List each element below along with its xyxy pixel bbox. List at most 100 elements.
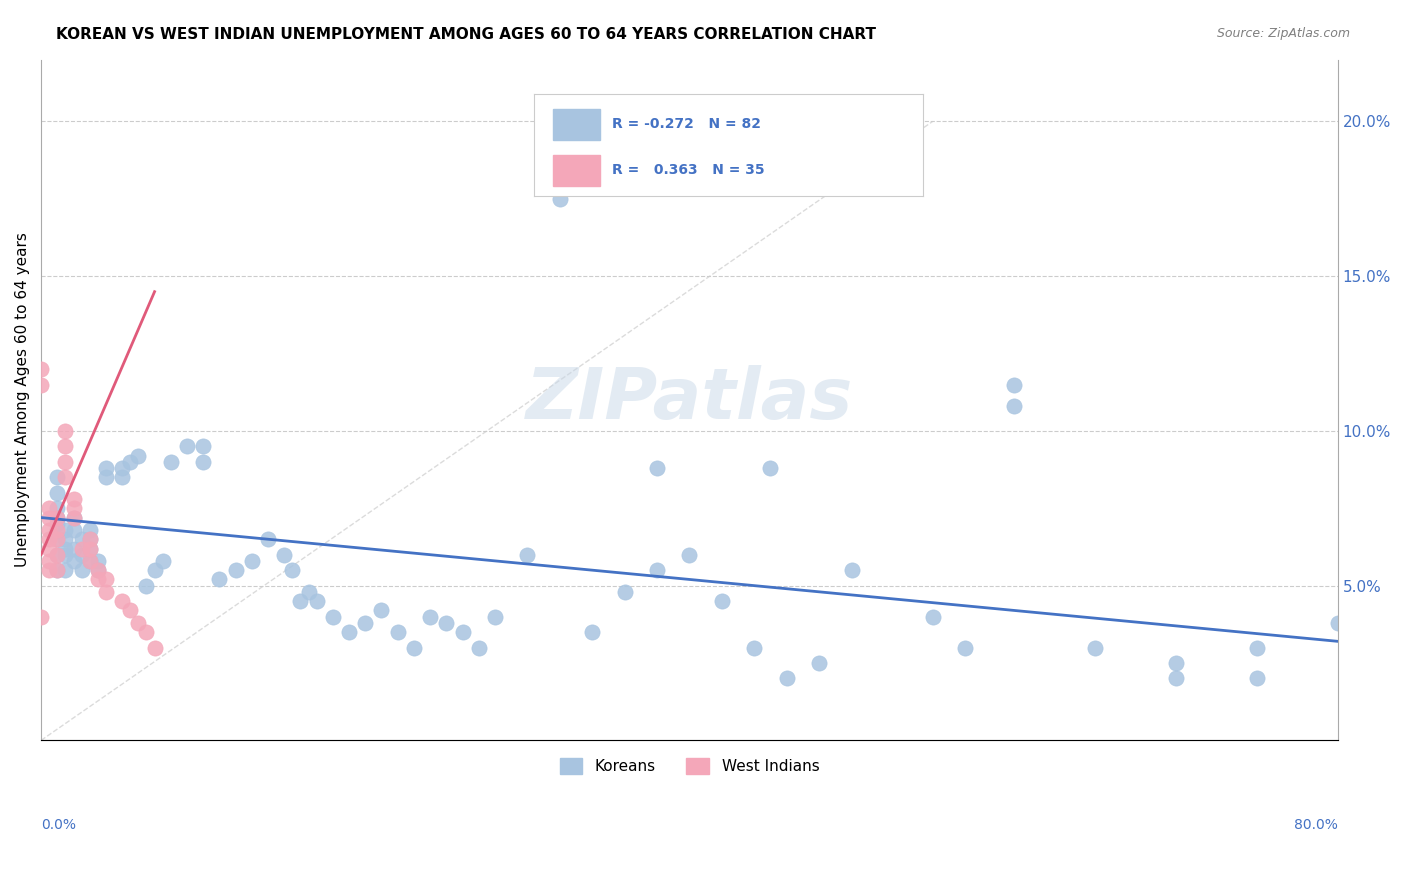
Point xyxy=(79,533,101,547)
Legend: Koreans, West Indians: Koreans, West Indians xyxy=(554,752,825,780)
Point xyxy=(281,563,304,577)
Point xyxy=(143,640,166,655)
Point xyxy=(46,485,69,500)
Point xyxy=(62,491,84,506)
Point xyxy=(38,510,60,524)
Point xyxy=(62,523,84,537)
Point xyxy=(46,516,69,531)
Point xyxy=(30,362,52,376)
Point xyxy=(1246,672,1268,686)
Point xyxy=(808,656,831,670)
Point xyxy=(193,455,215,469)
Text: 0.0%: 0.0% xyxy=(41,818,76,831)
Point xyxy=(841,563,863,577)
Point xyxy=(451,625,474,640)
Point xyxy=(1326,615,1348,630)
Point xyxy=(516,548,538,562)
Point xyxy=(127,449,149,463)
Point xyxy=(135,579,157,593)
Point xyxy=(38,533,60,547)
Point xyxy=(62,501,84,516)
Point xyxy=(55,563,77,577)
Point xyxy=(759,461,782,475)
Point xyxy=(30,609,52,624)
Point xyxy=(62,541,84,556)
Point xyxy=(613,584,636,599)
Point xyxy=(62,554,84,568)
Point xyxy=(55,470,77,484)
Point xyxy=(143,563,166,577)
Point xyxy=(135,625,157,640)
Point xyxy=(70,541,93,556)
Point xyxy=(953,640,976,655)
Point xyxy=(87,573,110,587)
Point xyxy=(645,563,668,577)
Point xyxy=(70,548,93,562)
Point xyxy=(290,594,312,608)
Point xyxy=(434,615,457,630)
Point xyxy=(94,584,117,599)
Point xyxy=(305,594,328,608)
Point xyxy=(79,533,101,547)
Point xyxy=(46,533,69,547)
Point xyxy=(678,548,700,562)
Point xyxy=(46,510,69,524)
Point xyxy=(193,439,215,453)
Point xyxy=(62,510,84,524)
Point xyxy=(46,510,69,524)
Point xyxy=(337,625,360,640)
Point xyxy=(1002,377,1025,392)
Point xyxy=(297,584,319,599)
Point xyxy=(46,563,69,577)
Point xyxy=(208,573,231,587)
Point xyxy=(120,603,142,617)
Point xyxy=(387,625,409,640)
Point xyxy=(354,615,377,630)
Point xyxy=(419,609,441,624)
Text: Source: ZipAtlas.com: Source: ZipAtlas.com xyxy=(1216,27,1350,40)
Point xyxy=(120,455,142,469)
Point xyxy=(79,541,101,556)
Point xyxy=(581,625,603,640)
Point xyxy=(38,541,60,556)
Text: 80.0%: 80.0% xyxy=(1294,818,1337,831)
Point xyxy=(776,672,799,686)
Point xyxy=(159,455,181,469)
Point xyxy=(55,523,77,537)
Point xyxy=(46,501,69,516)
Point xyxy=(79,554,101,568)
Point xyxy=(111,470,134,484)
Point xyxy=(87,554,110,568)
Point xyxy=(55,455,77,469)
Point xyxy=(240,554,263,568)
Point xyxy=(257,533,280,547)
Y-axis label: Unemployment Among Ages 60 to 64 years: Unemployment Among Ages 60 to 64 years xyxy=(15,233,30,567)
Point xyxy=(921,609,943,624)
Point xyxy=(55,541,77,556)
Point xyxy=(94,573,117,587)
Point xyxy=(46,548,69,562)
Point xyxy=(1164,672,1187,686)
Point xyxy=(79,541,101,556)
Point xyxy=(55,424,77,438)
Point xyxy=(645,461,668,475)
Point xyxy=(273,548,295,562)
Point xyxy=(710,594,733,608)
Point xyxy=(1246,640,1268,655)
Point xyxy=(38,554,60,568)
Text: ZIPatlas: ZIPatlas xyxy=(526,366,853,434)
Point xyxy=(94,461,117,475)
Point xyxy=(79,523,101,537)
Point xyxy=(111,594,134,608)
Point xyxy=(62,510,84,524)
Point xyxy=(38,501,60,516)
Point xyxy=(370,603,392,617)
Point xyxy=(30,377,52,392)
Point xyxy=(548,192,571,206)
Point xyxy=(46,533,69,547)
Point xyxy=(87,563,110,577)
Point xyxy=(46,548,69,562)
Point xyxy=(402,640,425,655)
Point xyxy=(176,439,198,453)
Point xyxy=(70,563,93,577)
